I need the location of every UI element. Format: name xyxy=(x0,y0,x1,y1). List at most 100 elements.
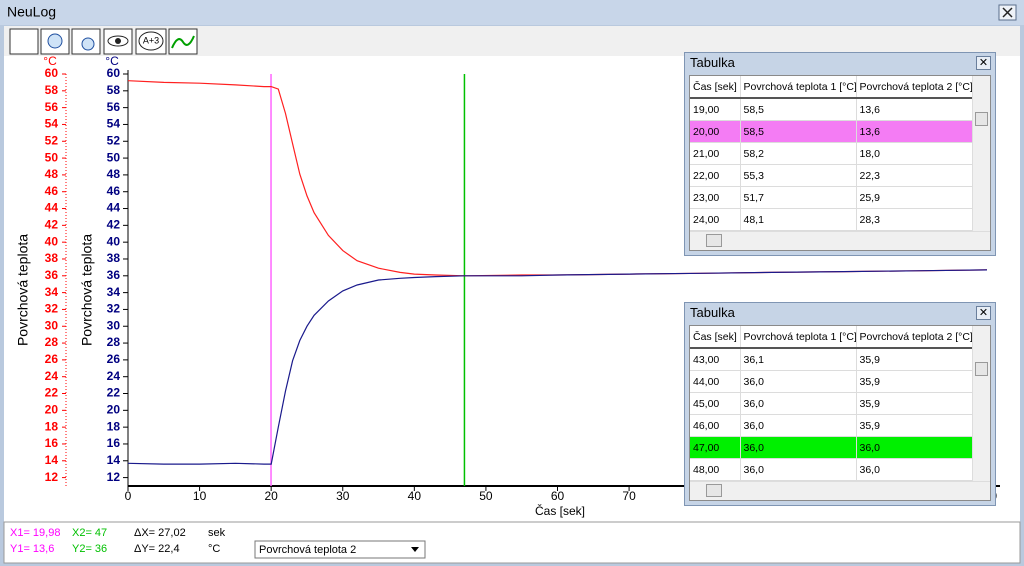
y-tick-label: 48 xyxy=(45,167,59,181)
table-window-title: Tabulka xyxy=(690,305,735,320)
x-axis-title: Čas [sek] xyxy=(535,503,585,518)
y2-tick-label: 56 xyxy=(107,100,121,114)
icon xyxy=(171,35,195,49)
table-cell: 13,6 xyxy=(856,98,973,121)
y2-tick-label: 18 xyxy=(107,419,121,433)
y-tick-label: 32 xyxy=(45,302,59,316)
header-row: Čas [sek] Povrchová teplota 1 [°C] Povrcho… xyxy=(690,76,973,99)
y2-tick-label: 42 xyxy=(107,218,121,232)
table-cell: 35,9 xyxy=(856,392,973,415)
table-cell: 43,00 xyxy=(690,348,741,371)
delta-y: ΔY= 22,4 xyxy=(134,543,180,555)
y2-tick-label: 38 xyxy=(107,251,121,265)
table-cell: 55,3 xyxy=(740,164,857,187)
table-cell: 46,00 xyxy=(690,414,741,437)
y-tick-label: 20 xyxy=(45,402,59,416)
y2-unit: °C xyxy=(105,54,119,68)
y-tick-label: 38 xyxy=(45,251,59,265)
y2-tick-label: 44 xyxy=(107,201,121,215)
column-header: Povrchová teplota 1 [°C] xyxy=(740,326,857,349)
y-tick-label: 28 xyxy=(45,335,59,349)
x-tick-label: 50 xyxy=(479,489,493,503)
cursor-y1: Y1= 13,6 xyxy=(10,543,54,555)
y2-axis-title: Povrchová teplota xyxy=(79,234,95,346)
table-row: 24,00 48,1 28,3 xyxy=(690,208,973,231)
table-cell: 36,0 xyxy=(740,414,857,437)
column-header: Povrchová teplota 2 [°C] xyxy=(856,76,973,99)
status-bar xyxy=(3,521,1021,564)
tool-cursor[interactable] xyxy=(9,28,39,55)
header-row: Čas [sek] Povrchová teplota 1 [°C] Povrcho… xyxy=(690,326,973,349)
column-header: Povrchová teplota 1 [°C] xyxy=(740,76,857,99)
icon-label: A+3 xyxy=(143,35,159,45)
table-cell: 58,2 xyxy=(740,142,857,165)
table-cell: 19,00 xyxy=(690,98,741,121)
close-button[interactable]: ✕ xyxy=(976,306,991,320)
y-tick-label: 18 xyxy=(45,419,59,433)
y-tick-label: 46 xyxy=(45,184,59,198)
table-cell: 20,00 xyxy=(690,120,741,143)
x-tick-label: 20 xyxy=(264,489,278,503)
y2-tick-label: 32 xyxy=(107,302,121,316)
table-row: 21,00 58,2 18,0 xyxy=(690,142,973,165)
y-tick-label: 60 xyxy=(45,66,59,80)
table-cell: 36,0 xyxy=(740,370,857,393)
channel-dropdown-text: Povrchová teplota 2 xyxy=(259,544,356,556)
scroll-thumb[interactable] xyxy=(975,362,988,376)
close-button[interactable]: ✕ xyxy=(976,56,991,70)
y-tick-label: 12 xyxy=(45,470,59,484)
y-tick-label: 22 xyxy=(45,386,59,400)
table-cell: 25,9 xyxy=(856,186,973,209)
data-table: Čas [sek] Povrchová teplota 1 [°C] Povrcho… xyxy=(690,326,973,481)
cursor-x2: X2= 47 xyxy=(72,527,107,539)
table-cell: 36,0 xyxy=(856,458,973,481)
channel-dropdown[interactable] xyxy=(254,540,426,559)
table-row: 23,00 51,7 25,9 xyxy=(690,186,973,209)
table-row: 19,00 58,5 13,6 xyxy=(690,98,973,121)
y-unit-status: °C xyxy=(208,543,220,555)
table-cell: 44,00 xyxy=(690,370,741,393)
horizontal-scrollbar[interactable] xyxy=(690,231,990,250)
x-tick-label: 70 xyxy=(622,489,636,503)
table-row: 47,00 36,0 36,0 xyxy=(690,436,973,459)
table-cell: 47,00 xyxy=(690,436,741,459)
table-cell: 36,1 xyxy=(740,348,857,371)
scroll-thumb[interactable] xyxy=(706,484,722,497)
y-tick-label: 30 xyxy=(45,318,59,332)
table-cell: 51,7 xyxy=(740,186,857,209)
horizontal-scrollbar[interactable] xyxy=(690,481,990,500)
y2-tick-label: 36 xyxy=(107,268,121,282)
table-cell: 58,5 xyxy=(740,98,857,121)
vertical-scrollbar[interactable] xyxy=(972,76,990,232)
y-tick-label: 16 xyxy=(45,436,59,450)
vertical-scrollbar[interactable] xyxy=(972,326,990,482)
dropdown-arrow xyxy=(411,547,419,552)
x-unit: sek xyxy=(208,527,226,539)
table-row: 22,00 55,3 22,3 xyxy=(690,164,973,187)
y2-tick-label: 52 xyxy=(107,133,121,147)
y2-tick-label: 48 xyxy=(107,167,121,181)
table-window: Tabulka ✕ Čas [sek] Povrchová teplota 1 [°C… xyxy=(684,52,996,256)
icon xyxy=(47,33,63,49)
table-cell: 48,00 xyxy=(690,458,741,481)
y2-tick-label: 14 xyxy=(107,453,121,467)
x-tick-label: 30 xyxy=(336,489,350,503)
x-tick-label: 40 xyxy=(408,489,422,503)
y-tick-label: 14 xyxy=(45,453,59,467)
y-tick-label: 58 xyxy=(45,83,59,97)
table-cell: 45,00 xyxy=(690,392,741,415)
y-tick-label: 26 xyxy=(45,352,59,366)
table-row: 45,00 36,0 35,9 xyxy=(690,392,973,415)
scroll-thumb[interactable] xyxy=(975,112,988,126)
table-cell: 28,3 xyxy=(856,208,973,231)
y-tick-label: 34 xyxy=(45,285,59,299)
scroll-thumb[interactable] xyxy=(706,234,722,247)
y-tick-label: 50 xyxy=(45,150,59,164)
table-window-title: Tabulka xyxy=(690,55,735,70)
table-cell: 13,6 xyxy=(856,120,973,143)
y2-tick-label: 16 xyxy=(107,436,121,450)
window-title: NeuLog xyxy=(7,4,56,20)
y2-tick-label: 34 xyxy=(107,285,121,299)
table-cell: 36,0 xyxy=(856,436,973,459)
